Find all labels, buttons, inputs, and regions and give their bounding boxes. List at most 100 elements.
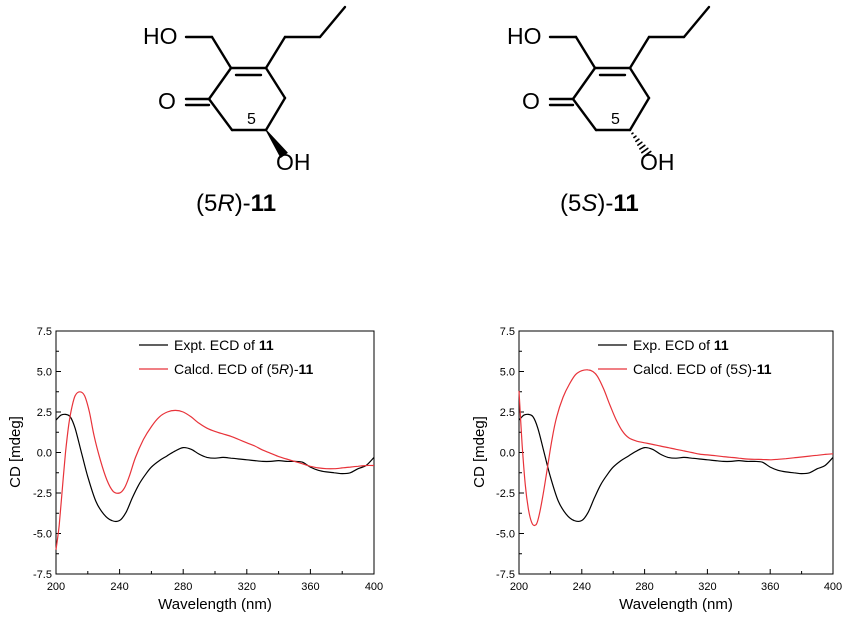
hash-bond	[642, 150, 652, 158]
bond-c1-c2	[207, 66, 233, 101]
y-tick-label: 7.5	[37, 326, 52, 338]
legend-2-label-calc-plain: Calcd. ECD of (5	[633, 361, 738, 377]
legend-2-label-expt: Exp. ECD of 11	[633, 337, 729, 353]
legend-1-label-expt-plain: Expt. ECD of	[174, 337, 259, 353]
oxygen-label-2: O	[522, 88, 540, 114]
legend-1-label-calc: Calcd. ECD of (5R)-11	[174, 361, 314, 377]
axis-ticks-1	[55, 330, 375, 575]
series-line-calculated	[518, 369, 834, 527]
legend-2-label-calc-close: )-	[747, 361, 757, 377]
y-axis-title-1: CD [mdeg]	[7, 416, 24, 488]
tick-labels-2: 200 240 280 320 360 400 7.5 5.0 2.5 0.0 -2.5 -5.0 -7…	[496, 326, 842, 593]
compound-label-1: (5R)-11	[196, 190, 276, 217]
x-axis-title-1: Wavelength (nm)	[158, 596, 272, 613]
series-layer-2	[518, 369, 834, 527]
legend-1-label-calc-close: )-	[289, 361, 299, 377]
y-tick-label: 5.0	[500, 367, 515, 379]
compound-label-1-config: R	[217, 190, 234, 217]
compound-label-2-config: S	[581, 190, 597, 217]
compound-label-2-number: 11	[613, 190, 638, 217]
tick-labels-1: 200 240 280 320 360 400 7.5 5.0 2.5 0.0 -2.5 -5.0 -7…	[33, 326, 383, 593]
series-layer-1	[55, 391, 375, 550]
legend-1-label-calc-bold: 11	[299, 361, 314, 377]
bond-propyl-1	[628, 35, 651, 70]
compound-label-1-number: 11	[251, 190, 276, 217]
x-tick-label: 400	[824, 581, 842, 593]
x-tick-label: 360	[761, 581, 779, 593]
ring-number-1: 5	[247, 111, 256, 128]
y-tick-label: -2.5	[33, 488, 52, 500]
structure-5s-11	[548, 5, 711, 158]
legend-1-label-expt: Expt. ECD of 11	[174, 337, 274, 353]
series-line-experimental	[518, 413, 834, 523]
y-tick-label: 2.5	[500, 407, 515, 419]
legend-2-label-expt-plain: Exp. ECD of	[633, 337, 714, 353]
legend-2-label-calc: Calcd. ECD of (5S)-11	[633, 361, 772, 377]
series-line-experimental	[55, 413, 375, 523]
ecd-chart-5s: 200 240 280 320 360 400 7.5 5.0 2.5 0.0 -2.5 -5.0 -7…	[471, 326, 842, 613]
hash-bond	[637, 141, 643, 146]
x-tick-label: 400	[365, 581, 383, 593]
hash-bond	[640, 147, 649, 154]
structure-5r-skeleton	[184, 5, 347, 158]
hash-bond	[635, 138, 640, 143]
bond-propyl-1	[264, 35, 287, 70]
legend-1-label-expt-bold: 11	[259, 337, 274, 353]
bond-c4-c5	[628, 96, 651, 132]
y-tick-label: -5.0	[33, 529, 52, 541]
y-tick-label: 5.0	[37, 367, 52, 379]
legend-1: Expt. ECD of 11 Calcd. ECD of (5R)-11	[139, 337, 314, 377]
ecd-chart-5r: 200 240 280 320 360 400 7.5 5.0 2.5 0.0 -2.5 -5.0 -7…	[7, 326, 383, 613]
x-tick-label: 320	[698, 581, 716, 593]
x-tick-label: 360	[301, 581, 319, 593]
legend-1-label-calc-plain: Calcd. ECD of (5	[174, 361, 279, 377]
y-axis-title-2: CD [mdeg]	[471, 416, 488, 488]
y-tick-label: 2.5	[37, 407, 52, 419]
x-axis-title-2: Wavelength (nm)	[619, 596, 733, 613]
legend-2-label-calc-bold: 11	[757, 361, 772, 377]
oh-label-2: OH	[640, 149, 675, 175]
x-tick-label: 200	[47, 581, 65, 593]
legend-2-label-expt-bold: 11	[714, 337, 729, 353]
x-tick-label: 280	[174, 581, 192, 593]
compound-label-2-close: )-	[597, 190, 613, 217]
oh-label-1: OH	[276, 149, 311, 175]
x-tick-label: 280	[635, 581, 653, 593]
bond-ch2	[210, 35, 233, 70]
compound-label-2: (5S)-11	[560, 190, 639, 217]
y-tick-label: -7.5	[33, 569, 52, 581]
bond-propyl-3	[682, 5, 711, 39]
compound-label-1-prefix: (5	[196, 190, 217, 217]
ring-number-2: 5	[611, 111, 620, 128]
x-tick-label: 200	[510, 581, 528, 593]
hash-bond	[633, 135, 637, 139]
y-tick-label: -2.5	[496, 488, 515, 500]
bond-c1-c2	[571, 66, 597, 101]
bond-c4-c5	[264, 96, 287, 132]
y-tick-label: -7.5	[496, 569, 515, 581]
ho-label-1: HO	[143, 23, 178, 49]
series-line-calculated	[55, 391, 375, 550]
x-tick-label: 240	[573, 581, 591, 593]
bond-ch2	[574, 35, 597, 70]
compound-label-1-close: )-	[235, 190, 251, 217]
legend-1-label-calc-italic: R	[279, 361, 289, 377]
hash-bond	[631, 132, 634, 135]
legend-2: Exp. ECD of 11 Calcd. ECD of (5S)-11	[598, 337, 772, 377]
ho-label-2: HO	[507, 23, 542, 49]
bond-c6-c1	[571, 97, 598, 132]
bond-c3-c4	[628, 66, 651, 100]
y-tick-label: 0.0	[500, 448, 515, 460]
bond-c3-c4	[264, 66, 287, 100]
bond-c6-c1	[207, 97, 234, 132]
oxygen-label-1: O	[158, 88, 176, 114]
y-tick-label: -5.0	[496, 529, 515, 541]
x-tick-label: 320	[238, 581, 256, 593]
legend-2-label-calc-italic: S	[738, 361, 748, 377]
x-tick-label: 240	[110, 581, 128, 593]
y-tick-label: 7.5	[500, 326, 515, 338]
bond-propyl-3	[318, 5, 347, 39]
hash-bond	[639, 144, 646, 150]
compound-label-2-prefix: (5	[560, 190, 581, 217]
